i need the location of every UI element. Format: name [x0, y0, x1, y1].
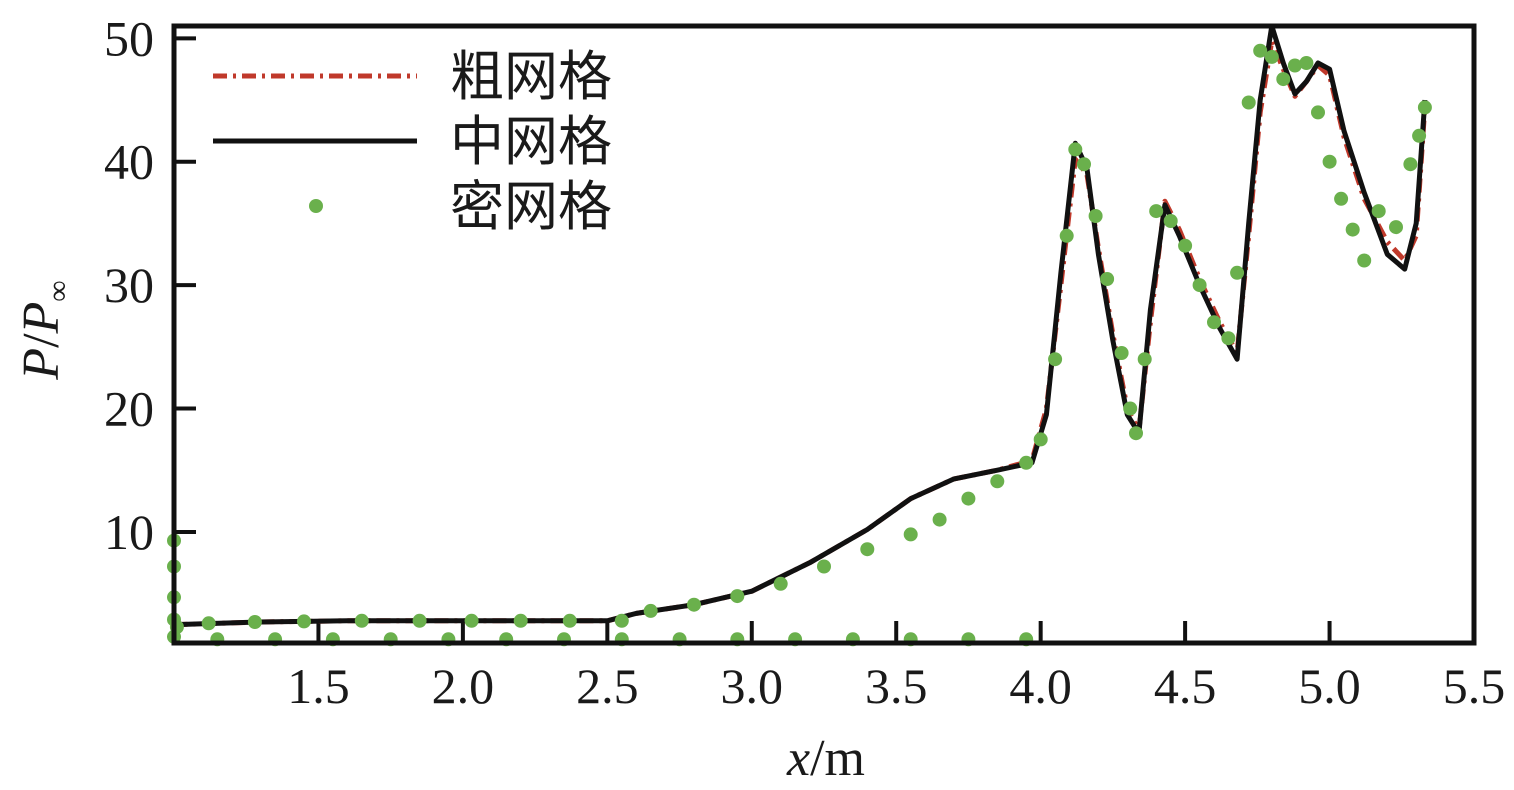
- fine-grid-point: [1068, 142, 1083, 157]
- fine-grid-point: [1207, 315, 1221, 330]
- legend-label-coarse: 粗网格: [450, 45, 612, 108]
- fine-grid-point: [1357, 253, 1372, 268]
- fine-grid-point: [773, 576, 788, 591]
- legend-label-fine: 密网格: [450, 175, 612, 238]
- y-axis-title: P/P∞: [13, 280, 75, 380]
- fine-grid-point: [643, 603, 658, 618]
- x-tick-label: 1.5: [287, 658, 350, 714]
- fine-grid-point: [247, 615, 262, 629]
- fine-grid-point: [1019, 455, 1034, 470]
- fine-grid-point: [1137, 352, 1152, 367]
- fine-grid-point: [730, 589, 745, 604]
- x-tick-label: 4.0: [1009, 658, 1072, 714]
- fine-grid-point: [1253, 43, 1268, 58]
- fine-grid-point: [1048, 352, 1063, 367]
- fine-grid-point: [1345, 222, 1360, 237]
- fine-grid-point: [1221, 331, 1236, 346]
- y-tick-label: 10: [104, 504, 154, 560]
- fine-grid-point: [932, 512, 947, 527]
- y-tick-labels: 10 20 30 40 50: [104, 10, 154, 560]
- y-tick-label: 30: [104, 257, 154, 313]
- fine-grid-point: [1371, 204, 1386, 219]
- fine-grid-point: [1264, 49, 1279, 64]
- fine-grid-point: [1033, 432, 1048, 447]
- y-tick-label: 50: [104, 10, 154, 66]
- fine-grid-point: [1276, 72, 1291, 87]
- legend-label-medium: 中网格: [450, 110, 612, 173]
- fine-grid-point: [297, 614, 311, 629]
- fine-grid-point: [1088, 209, 1103, 223]
- tick-marks: [174, 36, 1476, 643]
- fine-grid-point: [1403, 157, 1418, 172]
- fine-grid-point: [1311, 105, 1325, 120]
- fine-grid-point: [1059, 228, 1074, 243]
- fine-grid-point: [513, 613, 528, 628]
- fine-grid-point: [1149, 204, 1164, 219]
- x-tick-label: 5.5: [1443, 658, 1506, 714]
- fine-grid-point: [1163, 214, 1178, 228]
- x-tick-label: 4.5: [1154, 658, 1217, 714]
- fine-grid-point: [1334, 191, 1349, 206]
- fine-grid-point: [903, 527, 918, 542]
- fine-grid-point: [961, 491, 976, 506]
- fine-grid-point: [1192, 278, 1207, 293]
- fine-grid-point: [817, 559, 831, 574]
- x-tick-label: 5.0: [1298, 658, 1361, 714]
- x-tick-labels: 1.5 2.0 2.5 3.0 3.5 4.0 4.5 5.0 5.5: [287, 658, 1505, 714]
- series-fine-grid: [167, 43, 1432, 647]
- fine-grid-point: [412, 613, 427, 628]
- fine-grid-point: [1299, 56, 1314, 70]
- legend: 粗网格 中网格 密网格: [213, 45, 612, 238]
- x-tick-label: 2.0: [432, 658, 495, 714]
- fine-grid-point: [1287, 58, 1302, 73]
- fine-grid-point: [1100, 272, 1115, 286]
- fine-grid-point: [1077, 157, 1091, 172]
- fine-grid-point: [1178, 238, 1193, 253]
- legend-marker-fine: [309, 199, 323, 213]
- fine-grid-point: [860, 542, 875, 557]
- fine-grid-point: [201, 616, 216, 631]
- fine-grid-point: [562, 613, 577, 628]
- fine-grid-point: [990, 474, 1005, 489]
- fine-grid-point: [1129, 426, 1143, 441]
- fine-grid-point: [1123, 401, 1138, 416]
- x-tick-label: 3.0: [721, 658, 784, 714]
- x-tick-label: 3.5: [865, 658, 928, 714]
- fine-grid-point: [1389, 220, 1403, 235]
- plot-frame: [171, 23, 1477, 646]
- fine-grid-point: [1417, 100, 1432, 115]
- fine-grid-point: [1241, 95, 1256, 110]
- fine-grid-point: [464, 613, 479, 628]
- fine-grid-point: [687, 597, 701, 612]
- fine-grid-point: [614, 613, 629, 628]
- x-tick-label: 2.5: [576, 658, 639, 714]
- fine-grid-point: [1412, 128, 1427, 143]
- y-tick-label: 40: [104, 134, 154, 190]
- fine-grid-point: [1114, 346, 1129, 360]
- y-tick-label: 20: [104, 381, 154, 437]
- fine-grid-point: [1322, 154, 1337, 169]
- fine-grid-point: [1230, 265, 1245, 280]
- x-axis-title: x/m: [786, 730, 865, 787]
- fine-grid-point: [354, 613, 369, 628]
